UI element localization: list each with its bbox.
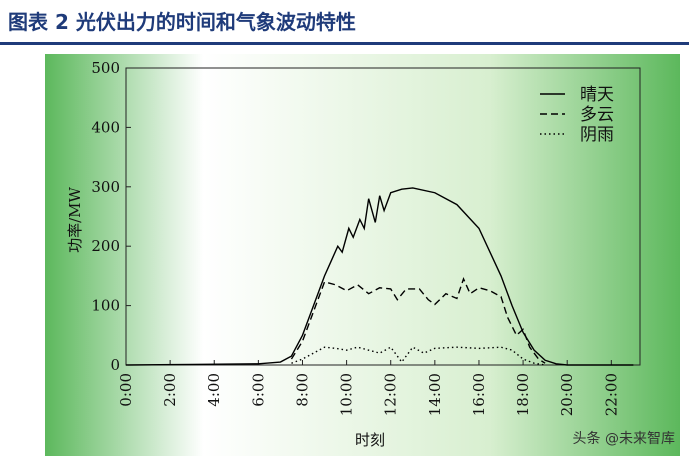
legend-label: 阴雨 [580, 125, 614, 145]
watermark: 头条 @未来智库 [573, 430, 675, 447]
y-tick-label: 100 [91, 297, 120, 315]
rule [0, 42, 689, 45]
x-tick-label: 16:00 [470, 373, 488, 416]
legend-label: 晴天 [580, 85, 614, 105]
y-tick-label: 500 [91, 59, 120, 77]
series-line [125, 187, 634, 366]
legend-label: 多云 [580, 105, 614, 125]
x-tick-label: 12:00 [382, 373, 400, 416]
background [45, 54, 680, 456]
x-tick-label: 6:00 [249, 373, 267, 407]
x-tick-label: 10:00 [338, 373, 356, 416]
x-tick-label: 8:00 [293, 373, 311, 407]
y-tick-label: 300 [91, 178, 120, 196]
x-tick-label: 18:00 [514, 373, 532, 416]
y-tick-label: 0 [110, 356, 120, 374]
series-line [290, 276, 546, 364]
x-axis-label: 时刻 [355, 431, 385, 449]
y-axis-label: 功率/MW [66, 187, 84, 253]
series-line [291, 346, 546, 366]
x-tick-label: 2:00 [161, 373, 179, 407]
x-tick-label: 22:00 [602, 373, 620, 416]
x-tick-label: 20:00 [558, 373, 576, 416]
plot-frame [125, 67, 641, 366]
x-tick-label: 4:00 [205, 373, 223, 407]
y-tick-label: 400 [91, 118, 120, 136]
x-tick-label: 0:00 [117, 373, 135, 407]
y-tick-label: 200 [91, 237, 120, 255]
x-tick-label: 14:00 [426, 373, 444, 416]
header-title: 图表 2 光伏出力的时间和气象波动特性 [8, 10, 356, 34]
